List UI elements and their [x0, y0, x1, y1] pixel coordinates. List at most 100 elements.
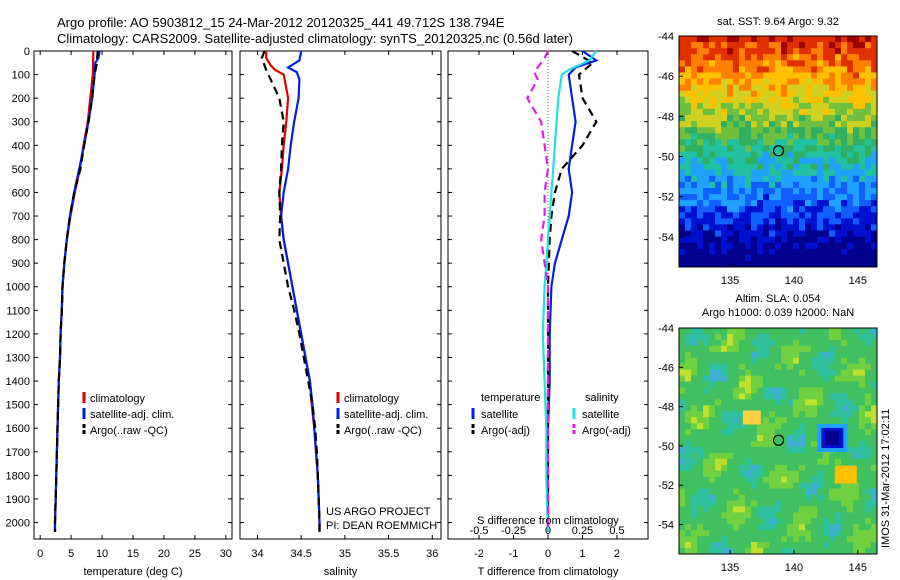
map-cell: [835, 236, 842, 244]
map-cell: [847, 224, 854, 231]
map-cell: [871, 500, 878, 507]
map-cell: [853, 488, 860, 495]
map-cell: [829, 464, 836, 472]
map-cell: [697, 441, 704, 448]
map-cell: [703, 90, 710, 98]
map-cell: [733, 363, 740, 371]
map-cell: [823, 470, 830, 478]
map-cell: [793, 512, 800, 519]
map-cell: [709, 36, 716, 43]
map-cell: [691, 236, 698, 244]
map-cell: [739, 530, 746, 537]
map-cell: [793, 102, 800, 110]
map-cell: [769, 188, 776, 195]
map-cell: [841, 115, 848, 122]
map-cell: [841, 145, 848, 152]
map-cell: [811, 512, 818, 519]
map-cell: [733, 133, 740, 140]
map-cell: [859, 60, 866, 67]
map-cell: [775, 151, 782, 159]
map-cell: [823, 36, 830, 43]
map-cell: [757, 139, 764, 146]
map-cell: [739, 224, 746, 231]
map-cell: [763, 351, 770, 359]
map-cell: [781, 181, 788, 189]
map-cell: [763, 548, 770, 555]
map-cell: [823, 458, 830, 466]
map-cell: [793, 169, 800, 177]
map-cell: [847, 518, 854, 525]
map-cell: [691, 163, 698, 171]
map-cell: [709, 357, 716, 365]
map-cell: [871, 417, 878, 424]
map-cell: [817, 96, 824, 104]
map-cell: [781, 54, 788, 61]
map-cell: [865, 375, 872, 382]
map-cell: [769, 452, 776, 460]
x-tick-label: 145: [849, 275, 867, 287]
map-cell: [775, 464, 782, 472]
map-cell: [793, 500, 800, 507]
map-cell: [733, 476, 740, 484]
map-cell: [763, 417, 770, 424]
map-cell: [715, 530, 722, 537]
map-cell: [679, 411, 686, 418]
map-cell: [709, 536, 716, 543]
map-cell: [811, 429, 818, 436]
map-cell: [739, 339, 746, 347]
map-cell: [739, 139, 746, 146]
map-cell: [703, 145, 710, 152]
map-cell: [691, 536, 698, 543]
map-cell: [691, 42, 698, 49]
map-cell: [823, 72, 830, 80]
map-cell: [769, 399, 776, 406]
map-cell: [727, 169, 734, 177]
map-cell: [715, 399, 722, 406]
map-cell: [703, 218, 710, 225]
map-cell: [703, 260, 710, 268]
map-cell: [709, 260, 716, 268]
map-cell: [811, 369, 818, 376]
map-cell: [691, 84, 698, 92]
map-cell: [823, 230, 830, 238]
map-cell: [733, 260, 740, 268]
map-cell: [757, 96, 764, 104]
map-cell: [763, 524, 770, 531]
map-cell: [811, 452, 818, 460]
map-cell: [847, 175, 854, 183]
map-cell: [733, 206, 740, 213]
map-cell: [703, 446, 710, 454]
map-cell: [853, 115, 860, 122]
map-cell: [757, 399, 764, 406]
map-cell: [847, 151, 854, 159]
map-cell: [829, 157, 836, 165]
map-cell: [685, 133, 692, 140]
map-cell: [709, 66, 716, 73]
map-cell: [871, 328, 878, 335]
map-cell: [739, 387, 746, 394]
map-cell: [829, 458, 836, 466]
map-cell: [853, 357, 860, 365]
map-cell: [859, 548, 866, 555]
map-cell: [685, 423, 692, 430]
map-cell: [871, 236, 878, 244]
map-cell: [709, 236, 716, 244]
map-cell: [859, 84, 866, 92]
map-cell: [841, 181, 848, 189]
map-cell: [781, 488, 788, 495]
map-cell: [799, 512, 806, 519]
map-cell: [871, 212, 878, 219]
map-cell: [685, 452, 692, 460]
map-cell: [679, 242, 686, 250]
map-cell: [805, 476, 812, 484]
map-cell: [769, 333, 776, 341]
map-cell: [733, 542, 740, 549]
map-cell: [745, 163, 752, 171]
map-cell: [685, 48, 692, 55]
map-cell: [727, 90, 734, 98]
map-cell: [709, 54, 716, 61]
map-cell: [739, 363, 746, 371]
map-cell: [847, 127, 854, 134]
map-cell: [811, 194, 818, 201]
map-cell: [781, 127, 788, 134]
